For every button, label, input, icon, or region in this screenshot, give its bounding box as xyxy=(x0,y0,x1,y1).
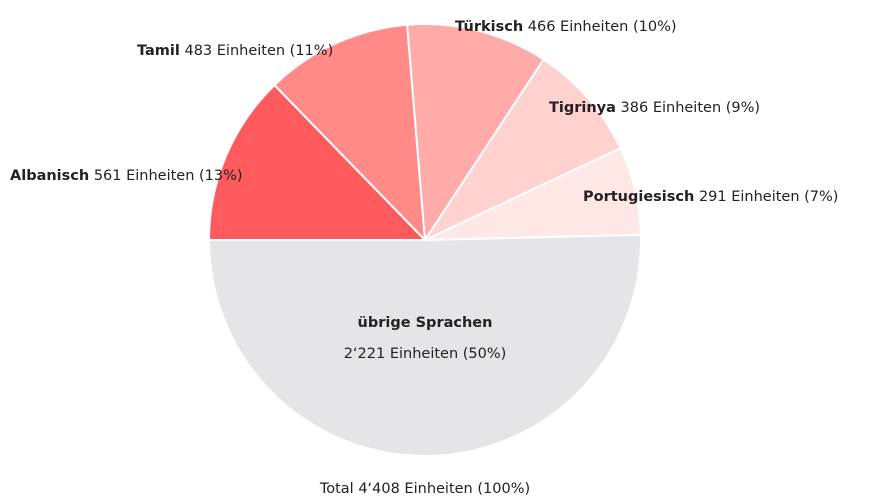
slices xyxy=(207,23,642,457)
slice-name: Türkisch xyxy=(455,19,523,35)
slice-value: 386 Einheiten (9%) xyxy=(621,100,761,116)
slice-label: Portugiesisch 291 Einheiten (7%) xyxy=(583,189,838,205)
slice-value: 483 Einheiten (11%) xyxy=(184,43,333,59)
slice xyxy=(406,23,546,243)
slice-name: Portugiesisch xyxy=(583,189,694,205)
slice xyxy=(207,83,428,241)
slice xyxy=(207,233,642,457)
slice-value: 2‘221 Einheiten (50%) xyxy=(344,346,507,362)
slice-label: Tamil 483 Einheiten (11%) xyxy=(137,43,333,59)
slice-name: Tamil xyxy=(137,43,180,59)
slice-value: 466 Einheiten (10%) xyxy=(528,19,677,35)
slice-name: Albanisch xyxy=(10,168,89,184)
slice-value: 291 Einheiten (7%) xyxy=(699,189,839,205)
slice xyxy=(422,58,622,243)
slice-label: Tigrinya 386 Einheiten (9%) xyxy=(549,100,760,116)
slice-name: übrige Sprachen xyxy=(358,315,493,331)
slice-label: Albanisch 561 Einheiten (13%) xyxy=(10,168,243,184)
slice-value: 561 Einheiten (13%) xyxy=(94,168,243,184)
total-label: Total 4‘408 Einheiten (100%) xyxy=(319,481,530,497)
slice-name: Tigrinya xyxy=(549,100,616,116)
labels: Albanisch 561 Einheiten (13%) Tamil 483 E… xyxy=(10,19,838,362)
slice-label: Türkisch 466 Einheiten (10%) xyxy=(455,19,677,35)
slice xyxy=(273,23,427,243)
